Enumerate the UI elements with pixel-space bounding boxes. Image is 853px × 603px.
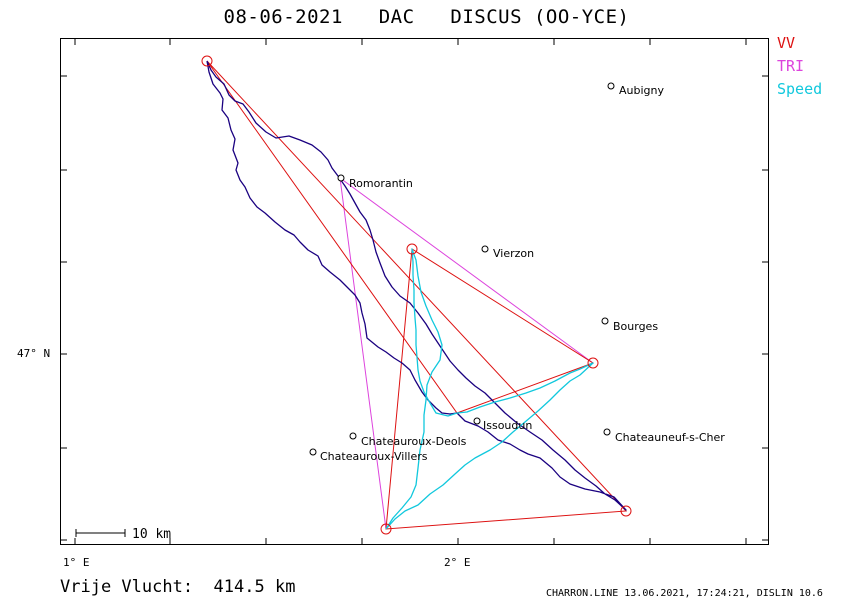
turnpoint-marker — [620, 505, 632, 517]
city-label-chateauroux-villers: Chateauroux-Villers — [320, 450, 428, 463]
map-frame — [60, 38, 769, 545]
city-label-aubigny: Aubigny — [619, 84, 664, 97]
scale-label: 10 km — [132, 527, 171, 542]
flight-date: 08-06-2021 — [223, 6, 343, 28]
turnpoint-marker — [201, 55, 213, 67]
turnpoints — [201, 55, 632, 535]
city-marker — [601, 317, 609, 325]
city-marker — [349, 432, 357, 440]
distance-label: Vrije Vlucht: — [60, 577, 194, 597]
legend-speed: Speed — [777, 80, 823, 98]
city-marker — [473, 417, 481, 425]
speed-track — [385, 248, 594, 530]
city-marker — [481, 245, 489, 253]
distance-value: 414.5 km — [213, 577, 296, 597]
city-label-chateauroux-deols: Chateauroux-Deols — [361, 435, 467, 448]
legend-tri: TRI — [777, 57, 805, 75]
turnpoint-marker — [587, 357, 599, 369]
axis-ticks — [61, 39, 768, 544]
distance-summary: Vrije Vlucht: 414.5 km — [60, 577, 295, 597]
turnpoint-marker — [380, 523, 392, 535]
scale-bar — [75, 529, 126, 537]
glider-name: DISCUS (OO-YCE) — [450, 6, 630, 28]
legend-vv: VV — [777, 34, 796, 52]
city-label-bourges: Bourges — [613, 320, 658, 333]
footer-info: CHARRON.LINE 13.06.2021, 17:24:21, DISLI… — [546, 588, 823, 599]
city-label-vierzon: Vierzon — [493, 247, 534, 260]
city-marker — [603, 428, 611, 436]
city-marker — [607, 82, 615, 90]
lat-label-47n: 47° N — [17, 347, 51, 360]
lon-label-1e: 1° E — [63, 556, 90, 569]
turnpoint-marker — [406, 243, 418, 255]
city-label-chateauneuf: Chateauneuf-s-Cher — [615, 431, 725, 444]
tri-route — [339, 176, 594, 530]
gps-track — [206, 60, 627, 511]
city-marker — [309, 448, 317, 456]
city-label-issoudun: Issoudun — [483, 419, 532, 432]
city-label-romorantin: Romorantin — [349, 177, 413, 190]
city-markers — [309, 82, 615, 456]
city-marker — [337, 174, 345, 182]
chart-title: 08-06-2021 DAC DISCUS (OO-YCE) — [0, 6, 853, 28]
lon-label-2e: 2° E — [444, 556, 471, 569]
club-code: DAC — [378, 6, 415, 28]
